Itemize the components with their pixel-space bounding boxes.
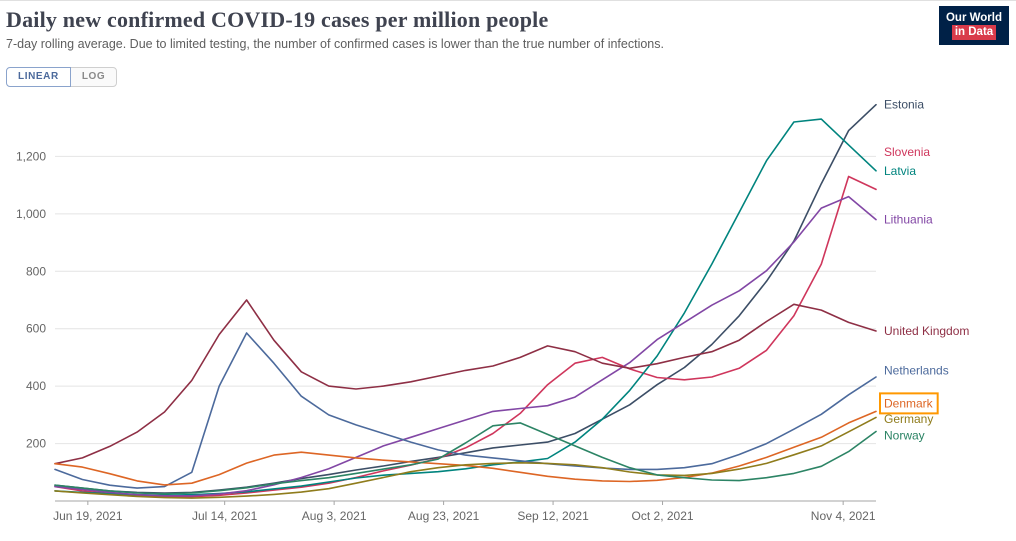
series-label-lithuania[interactable]: Lithuania: [884, 213, 933, 227]
y-tick-label: 800: [26, 264, 46, 278]
x-tick-label: Jul 14, 2021: [192, 509, 258, 523]
x-tick-label: Jun 19, 2021: [53, 509, 123, 523]
x-tick-label: Aug 23, 2021: [408, 509, 480, 523]
y-tick-label: 1,000: [16, 207, 46, 221]
series-line-lithuania[interactable]: [54, 195, 877, 497]
y-tick-label: 200: [26, 437, 46, 451]
x-tick-label: Nov 4, 2021: [811, 509, 876, 523]
series-line-latvia[interactable]: [54, 118, 877, 497]
x-tick-label: Sep 12, 2021: [517, 509, 589, 523]
series-line-norway[interactable]: [54, 422, 877, 495]
series-label-norway[interactable]: Norway: [884, 429, 925, 443]
series-label-united-kingdom[interactable]: United Kingdom: [884, 324, 969, 338]
x-tick-label: Oct 2, 2021: [632, 509, 694, 523]
series-line-slovenia[interactable]: [54, 175, 877, 498]
covid-line-chart[interactable]: 200 400 600 800 1,000 1,200 Jun 19, 2021 Jul 14…: [0, 89, 1016, 534]
series-label-estonia[interactable]: Estonia: [884, 98, 924, 112]
series-line-united-kingdom[interactable]: [54, 299, 877, 465]
series-line-germany[interactable]: [54, 416, 877, 499]
scale-toggle: LINEAR LOG: [6, 67, 118, 87]
chart-header: Daily new confirmed COVID-19 cases per m…: [0, 1, 1016, 51]
linear-scale-button[interactable]: LINEAR: [6, 67, 71, 87]
x-tick-label: Aug 3, 2021: [302, 509, 367, 523]
log-scale-button[interactable]: LOG: [69, 67, 118, 87]
series-label-netherlands[interactable]: Netherlands: [884, 363, 949, 377]
y-tick-label: 600: [26, 322, 46, 336]
series-line-netherlands[interactable]: [54, 332, 877, 489]
page-title: Daily new confirmed COVID-19 cases per m…: [6, 7, 549, 32]
series-label-denmark[interactable]: Denmark: [884, 396, 934, 410]
series-line-estonia[interactable]: [54, 103, 877, 494]
owid-logo-line1: Our World: [945, 12, 1002, 24]
chart-subtitle: 7-day rolling average. Due to limited te…: [6, 37, 664, 51]
owid-logo-line2: in Data: [951, 25, 997, 40]
owid-logo[interactable]: Our World in Data: [939, 6, 1009, 45]
y-tick-label: 1,200: [16, 149, 46, 163]
series-label-germany[interactable]: Germany: [884, 412, 933, 426]
y-tick-label: 400: [26, 379, 46, 393]
highlight-box: [879, 392, 939, 415]
series-label-slovenia[interactable]: Slovenia: [884, 145, 930, 159]
series-label-latvia[interactable]: Latvia: [884, 164, 916, 178]
